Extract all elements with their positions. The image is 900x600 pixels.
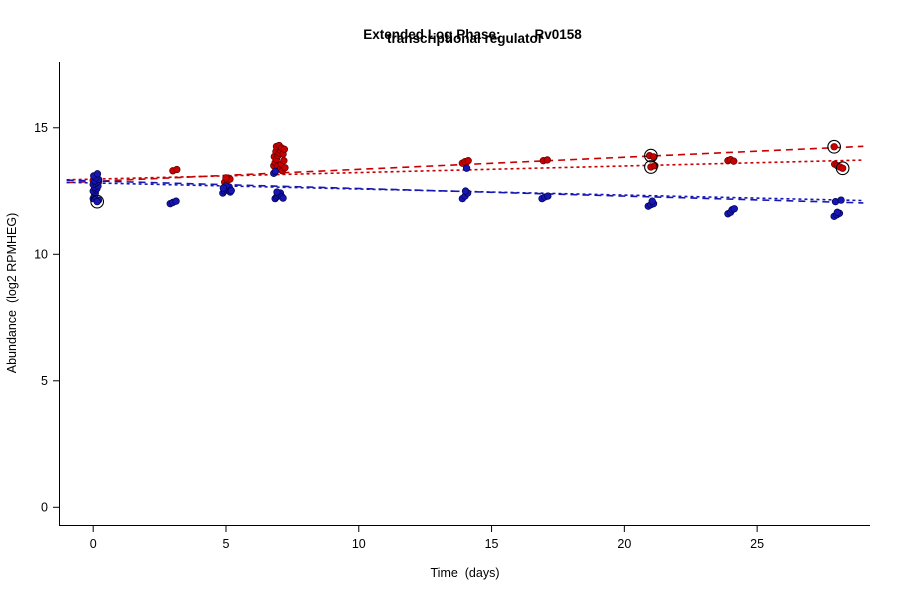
- y-tick-label: 5: [41, 374, 48, 388]
- data-point-blue-condition: [544, 192, 552, 200]
- data-point-blue-condition: [93, 170, 102, 178]
- data-point-red-condition: [830, 143, 838, 151]
- data-point-blue-condition: [273, 188, 281, 196]
- outlier-ring: [644, 160, 658, 174]
- x-tick-label: 0: [90, 537, 97, 551]
- plot-title-prefix: Extended Log Phase:: [363, 27, 501, 42]
- x-tick-label: 15: [485, 537, 499, 551]
- data-point-blue-condition: [730, 205, 738, 213]
- x-tick-label: 20: [617, 537, 631, 551]
- data-point-red-condition: [173, 165, 181, 174]
- data-point-blue-condition: [648, 197, 656, 205]
- data-point-red-condition: [838, 164, 847, 172]
- data-point-red-condition: [543, 156, 551, 164]
- plot-subtitle: transcriptional regulator: [386, 31, 544, 46]
- data-point-blue-condition: [462, 164, 471, 172]
- data-point-blue-condition: [279, 194, 287, 202]
- outlier-ring: [827, 139, 841, 154]
- y-tick-label: 10: [34, 247, 48, 261]
- y-axis-label: Abundance (log2 RPMHEG): [5, 212, 19, 374]
- data-point-blue-condition: [227, 186, 235, 195]
- data-point-red-condition: [464, 157, 472, 165]
- data-point-blue-condition: [93, 198, 101, 206]
- data-point-blue-condition: [461, 187, 470, 195]
- data-point-blue-condition: [271, 167, 280, 175]
- plot-title: Extended Log Phase: Rv0158: [60, 12, 870, 57]
- data-point-red-condition: [222, 174, 230, 182]
- data-point-blue-condition: [219, 184, 227, 192]
- plot-title-gene: Rv0158: [534, 27, 582, 42]
- outlier-ring: [90, 194, 105, 209]
- x-tick-label: 10: [352, 537, 366, 551]
- data-point-red-condition: [280, 157, 288, 165]
- x-axis-label: Time (days): [430, 566, 500, 580]
- data-point-blue-condition: [837, 196, 845, 204]
- data-point-blue-condition: [172, 197, 180, 205]
- data-point-red-condition: [730, 157, 738, 165]
- x-tick-label: 5: [223, 537, 230, 551]
- y-tick-label: 0: [41, 500, 48, 514]
- x-tick-label: 25: [750, 537, 764, 551]
- y-tick-label: 15: [34, 121, 48, 135]
- data-point-red-condition: [281, 164, 289, 172]
- data-point-blue-condition: [833, 208, 841, 216]
- outlier-ring: [644, 148, 658, 163]
- data-point-red-condition: [280, 145, 289, 153]
- outlier-ring: [835, 161, 850, 176]
